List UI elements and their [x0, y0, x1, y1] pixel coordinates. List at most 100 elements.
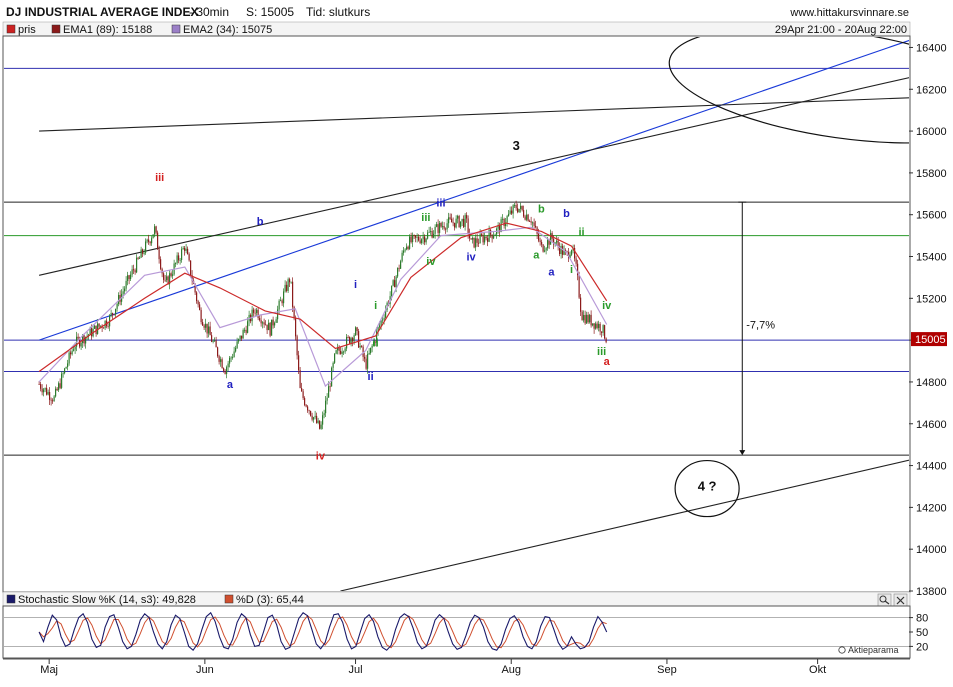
legend-swatch-price [6, 24, 16, 34]
candle-body [373, 341, 375, 346]
candle-body [493, 235, 495, 239]
candle-body [602, 325, 604, 333]
stochastic-plot-frame [2, 605, 911, 659]
candle-body [223, 368, 225, 371]
candle-body [433, 233, 435, 238]
month-label: Sep [657, 664, 677, 676]
price-tick-label: 16000 [916, 126, 947, 138]
candle-body [361, 346, 363, 347]
candle-body [235, 347, 237, 352]
candle-body [212, 341, 214, 342]
candle-body [220, 359, 222, 362]
price-tick-label: 14200 [916, 502, 947, 514]
candle-body [497, 225, 499, 229]
candle-body [200, 309, 202, 323]
candle-body [566, 251, 568, 253]
candle-body [431, 231, 433, 238]
candle-body [553, 238, 555, 245]
candle-body [68, 352, 70, 364]
target-zone-ellipse [668, 37, 909, 144]
candle-body [467, 218, 469, 234]
candle-body [41, 388, 43, 393]
source-url: www.hittakursvinnare.se [789, 7, 909, 19]
candle-body [583, 314, 585, 321]
candle-body [310, 410, 312, 416]
stochastic-d-label: %D (3): 65,44 [236, 594, 304, 606]
candle-body [158, 249, 160, 260]
candle-body [529, 221, 531, 222]
candle-body [472, 237, 474, 240]
candle-body [130, 274, 132, 280]
chart-title: DJ INDUSTRIAL AVERAGE INDEX [6, 5, 198, 19]
zoom-tool-icon[interactable] [877, 593, 892, 607]
time-axis: Maj Jun Jul Aug Sep Okt [3, 658, 910, 676]
candle-body [268, 322, 270, 331]
candle-body [575, 258, 577, 264]
candle-body [581, 311, 583, 321]
wave-label: iv [316, 450, 326, 462]
candle-body [569, 254, 571, 259]
candle-body [97, 323, 99, 334]
candle-body [382, 319, 384, 321]
candle-body [139, 257, 141, 259]
candle-body [94, 325, 96, 329]
candle-body [479, 234, 481, 244]
candle-body [427, 232, 429, 239]
candle-body [257, 309, 259, 319]
candle-body [71, 350, 73, 355]
candle-body [91, 328, 93, 337]
candle-body [598, 323, 600, 328]
candle-body [133, 269, 135, 271]
candle-body [445, 228, 447, 230]
date-range: 29Apr 21:00 - 20Aug 22:00 [775, 24, 907, 36]
candle-body [196, 292, 198, 302]
candle-body [332, 362, 334, 368]
candle-body [419, 240, 421, 243]
candle-body [236, 341, 238, 348]
candle-body [514, 205, 516, 206]
candle-body [271, 319, 273, 336]
candle-body [428, 231, 430, 233]
candle-body [596, 323, 598, 328]
candle-body [259, 318, 261, 321]
candle-body [211, 335, 213, 342]
candle-body [586, 314, 588, 324]
candle-body [446, 223, 448, 230]
candle-body [542, 244, 544, 252]
candle-body [128, 275, 130, 280]
close-panel-icon[interactable] [893, 593, 908, 607]
candle-body [52, 400, 54, 402]
candle-body [103, 327, 105, 329]
candle-body [377, 327, 379, 332]
candle-body [199, 304, 201, 310]
candle-body [533, 222, 535, 226]
candle-body [242, 330, 244, 339]
candle-body [197, 301, 199, 305]
candle-body [521, 205, 523, 211]
candle-body [301, 388, 303, 392]
candle-body [40, 384, 42, 389]
candle-body [559, 246, 561, 255]
candle-body [64, 368, 66, 374]
candle-body [358, 331, 360, 348]
candle-body [461, 218, 463, 222]
candle-body [172, 274, 174, 276]
wave-label: iv [466, 252, 476, 264]
candle-body [370, 347, 372, 354]
candle-body [74, 346, 76, 350]
candle-body [202, 322, 204, 326]
candle-body [503, 218, 505, 226]
candle-body [538, 233, 540, 241]
candle-body [191, 275, 193, 281]
candle-body [425, 238, 427, 243]
trend-line-0 [38, 39, 909, 341]
candle-body [368, 353, 370, 355]
candle-body [295, 318, 297, 337]
candle-body [214, 340, 216, 342]
candle-body [506, 216, 508, 223]
candle-body [238, 339, 240, 342]
candle-body [187, 248, 189, 255]
stochastic-tick-label: 80 [916, 613, 928, 625]
candle-body [589, 314, 591, 323]
